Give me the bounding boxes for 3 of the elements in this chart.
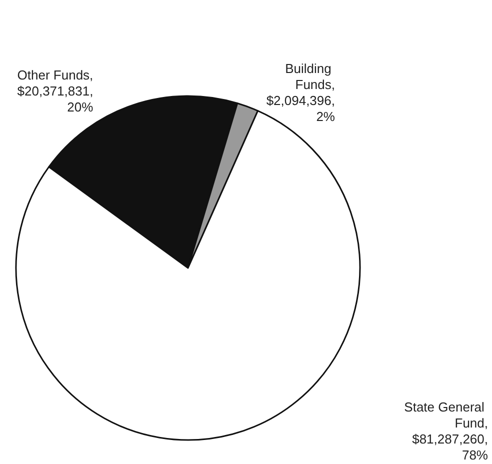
slice-label: State General Fund, $81,287,260, 78% — [404, 400, 488, 462]
slice-label: Other Funds, $20,371,831, 20% — [17, 67, 94, 114]
slice-label: Building Funds, $2,094,396, 2% — [266, 61, 336, 124]
